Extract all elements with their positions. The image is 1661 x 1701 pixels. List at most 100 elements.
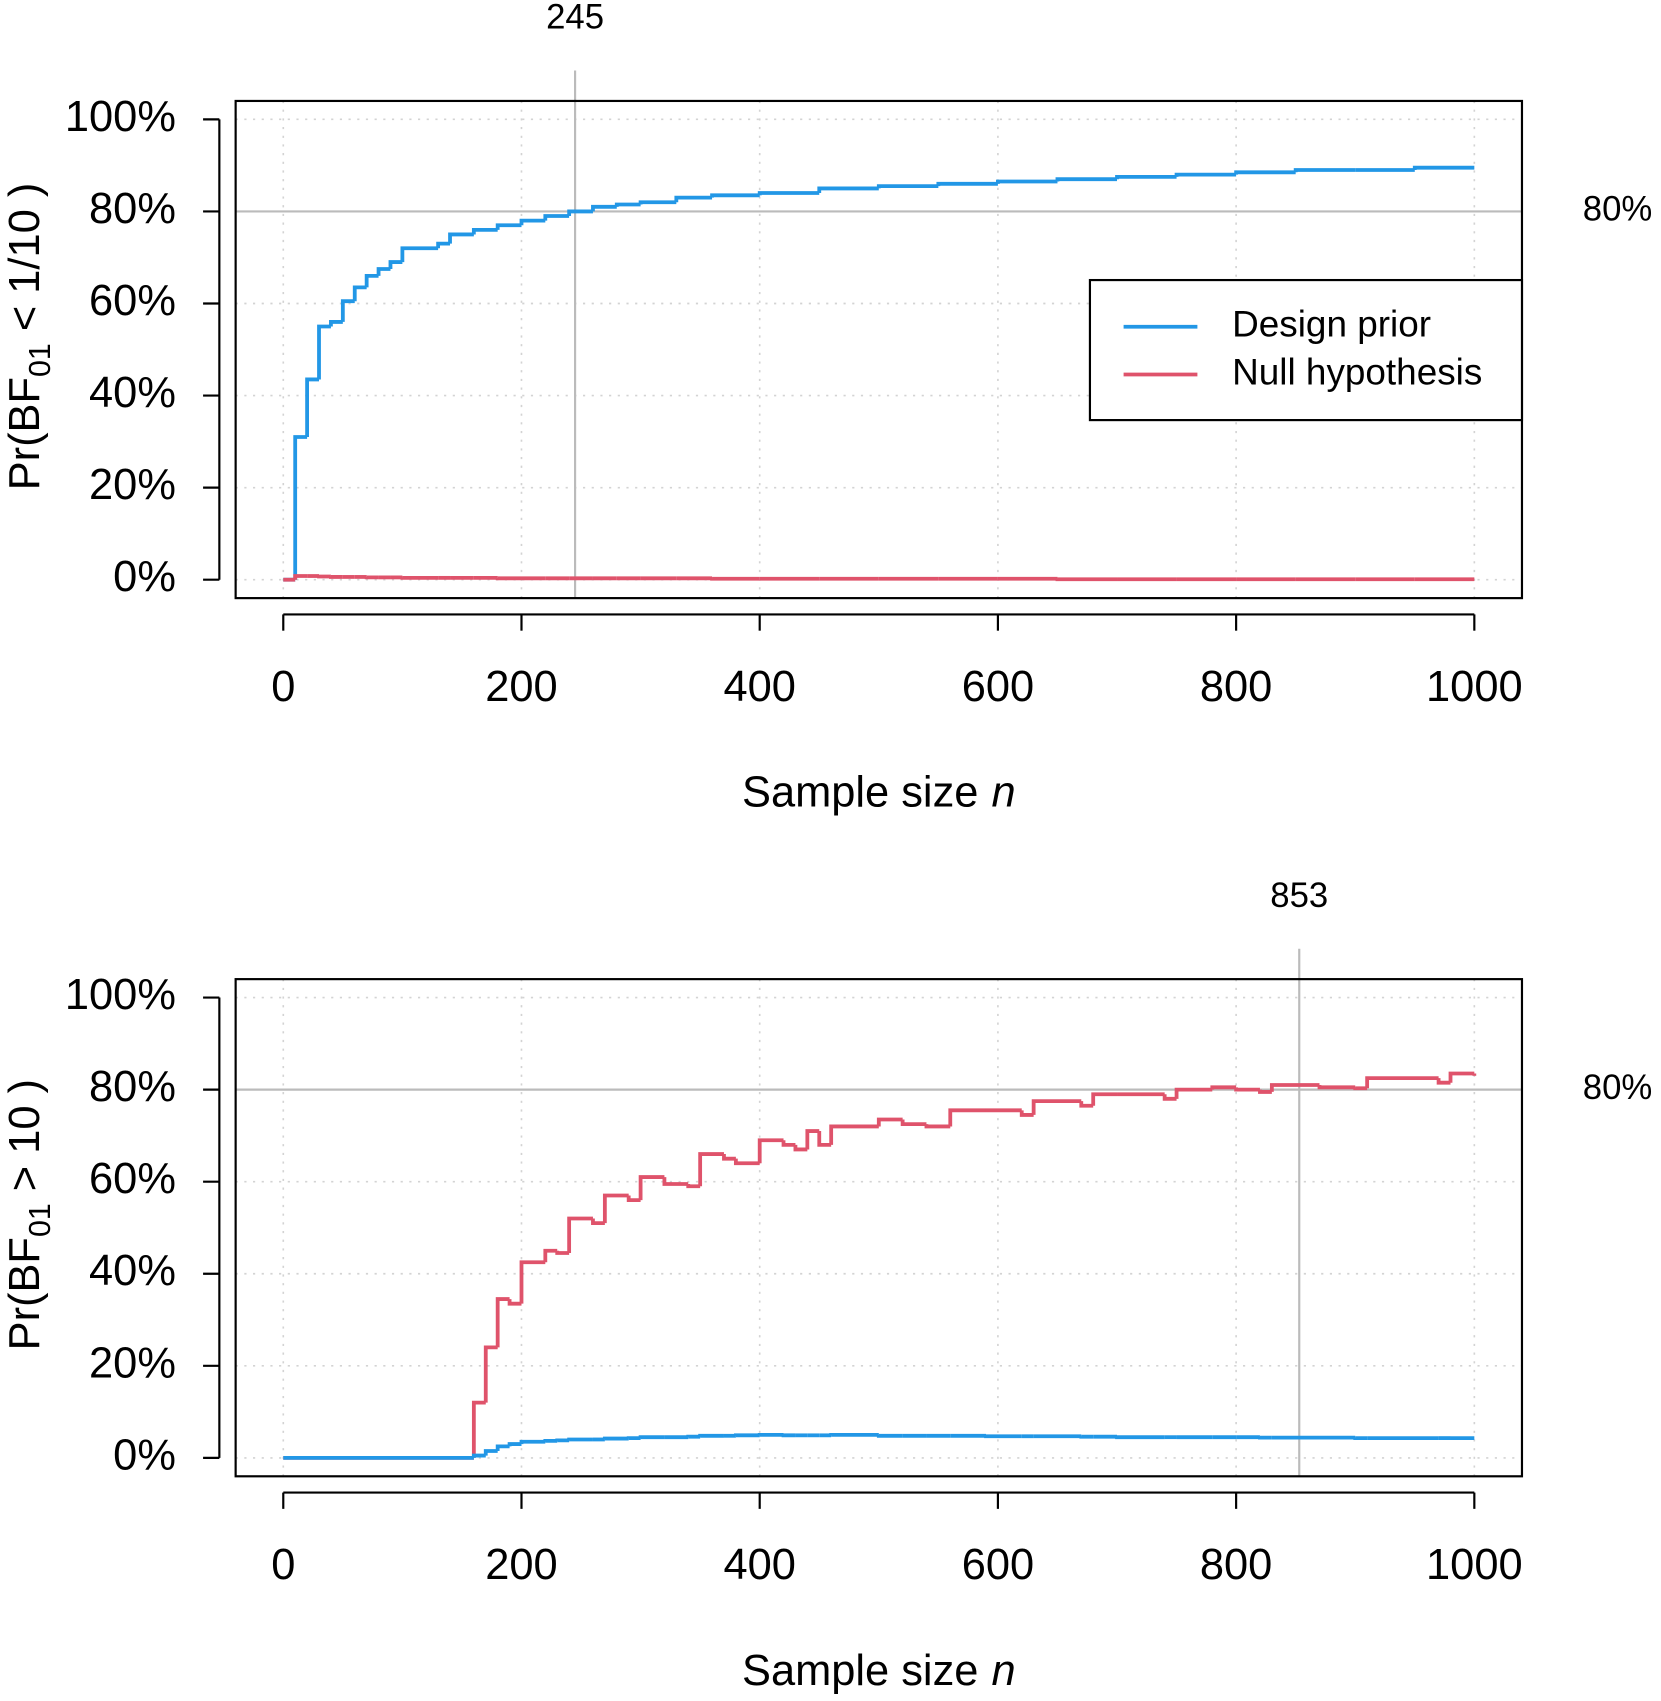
y-tick-label: 100% — [65, 93, 176, 141]
step-segment — [722, 1154, 736, 1161]
step-segment — [388, 260, 403, 269]
step-segment — [591, 1218, 605, 1226]
step-segment — [305, 377, 320, 437]
step-segment — [293, 574, 308, 580]
x-tick-label: 1000 — [1426, 1541, 1523, 1589]
step-segment — [543, 1438, 558, 1443]
step-segment — [436, 241, 451, 249]
step-segment — [1055, 177, 1118, 182]
step-segment — [507, 1442, 522, 1447]
step-segment — [602, 1193, 629, 1224]
step-segment — [602, 1436, 629, 1441]
y-axis-label-sub: 01 — [23, 343, 57, 377]
y-axis-label-main: Pr(BF — [1, 377, 49, 490]
x-axis-label-text: Sample size — [742, 1647, 978, 1695]
y-tick-label: 80% — [89, 185, 176, 233]
step-segment — [1031, 1099, 1082, 1115]
step-segment — [805, 1129, 820, 1150]
step-segment — [1317, 1085, 1356, 1090]
step-segment — [483, 1345, 498, 1403]
step-segment — [924, 1124, 951, 1129]
y-axis-label-rest: > 10 ) — [1, 1079, 49, 1203]
step-segment — [543, 214, 570, 221]
x-tick-label: 1000 — [1426, 663, 1523, 711]
step-segment — [376, 267, 391, 276]
y-tick-label: 0% — [113, 1431, 176, 1479]
x-tick-label: 400 — [723, 663, 795, 711]
step-segment — [876, 1433, 903, 1438]
step-segment — [626, 1195, 641, 1203]
legend-frame — [1088, 278, 1524, 422]
x-axis-label-text: Sample size — [742, 769, 978, 817]
step-segment — [614, 202, 641, 207]
step-segment — [364, 273, 379, 288]
step-segment — [1162, 1094, 1177, 1101]
x-tick-label: 0 — [271, 663, 295, 711]
x-tick-label: 600 — [962, 1541, 1034, 1589]
step-segment — [471, 1400, 486, 1458]
step-segment — [507, 1299, 522, 1306]
y-tick-label: 100% — [65, 971, 176, 1019]
step-segment — [1174, 172, 1237, 177]
y-tick-label: 40% — [89, 1247, 176, 1295]
legend-label: Null hypothesis — [1232, 351, 1482, 392]
step-segment — [543, 1248, 558, 1263]
reference-label: 245 — [546, 0, 604, 37]
chart: 80% 245 0 200 400 600 800 1000 0% 20% 40% 60% 80% 100… — [1, 0, 1652, 817]
step-segment — [817, 1131, 832, 1147]
x-axis-label-var: n — [991, 769, 1015, 817]
y-axis-label: Pr(BF01 < 1/10 ) — [1, 183, 57, 491]
step-segment — [1353, 1086, 1368, 1091]
step-segment — [876, 1117, 903, 1127]
step-segment — [1448, 1071, 1475, 1083]
step-segment — [996, 179, 1058, 184]
step-segment — [1258, 1089, 1272, 1094]
step-segment — [1234, 1087, 1260, 1092]
step-segment — [317, 324, 331, 380]
plot-frame — [234, 978, 1524, 1478]
chart: 80% 853 0 200 400 600 800 1000 0% 20% 40% 60% 80% 100… — [1, 877, 1652, 1695]
step-segment — [471, 1453, 486, 1458]
y-axis-label-rest: < 1/10 ) — [1, 183, 49, 343]
x-tick-label: 400 — [723, 1541, 795, 1589]
step-segment — [352, 285, 367, 302]
step-segment — [638, 1435, 665, 1440]
step-segment — [555, 1250, 570, 1255]
step-segment — [471, 227, 498, 235]
reference-label: 853 — [1270, 877, 1328, 915]
step-segment — [1234, 170, 1296, 175]
step-segment — [900, 1119, 927, 1127]
step-segment — [340, 299, 355, 322]
step-segment — [591, 204, 617, 212]
step-segment — [400, 246, 439, 263]
x-axis-label-var: n — [991, 1647, 1015, 1695]
step-segment — [698, 1433, 724, 1438]
step-segment — [293, 435, 308, 580]
step-segment — [829, 1124, 879, 1145]
step-segment — [495, 1444, 510, 1451]
x-tick-label: 200 — [485, 1541, 557, 1589]
step-segment — [483, 1449, 498, 1456]
reference-label: 80% — [1583, 1069, 1653, 1107]
x-tick-label: 800 — [1200, 663, 1272, 711]
step-segment — [710, 193, 760, 198]
step-segment — [876, 184, 939, 189]
step-segment — [757, 1138, 784, 1164]
step-segment — [638, 1175, 665, 1201]
step-segment — [1210, 1085, 1237, 1090]
y-tick-label: 80% — [89, 1063, 176, 1111]
y-axis-label: Pr(BF01 > 10 ) — [1, 1079, 57, 1350]
y-axis-label-main: Pr(BF — [1, 1237, 49, 1350]
step-segment — [495, 1297, 510, 1348]
x-axis-label: Sample size n — [742, 1647, 1016, 1695]
step-segment — [757, 191, 820, 196]
x-axis-label: Sample size n — [742, 769, 1016, 817]
step-segment — [1091, 1092, 1118, 1106]
y-tick-label: 20% — [89, 461, 176, 509]
step-segment — [448, 232, 474, 244]
step-segment — [495, 223, 522, 230]
step-segment — [781, 1140, 796, 1147]
y-tick-label: 60% — [89, 1155, 176, 1203]
step-segment — [1174, 1087, 1213, 1099]
